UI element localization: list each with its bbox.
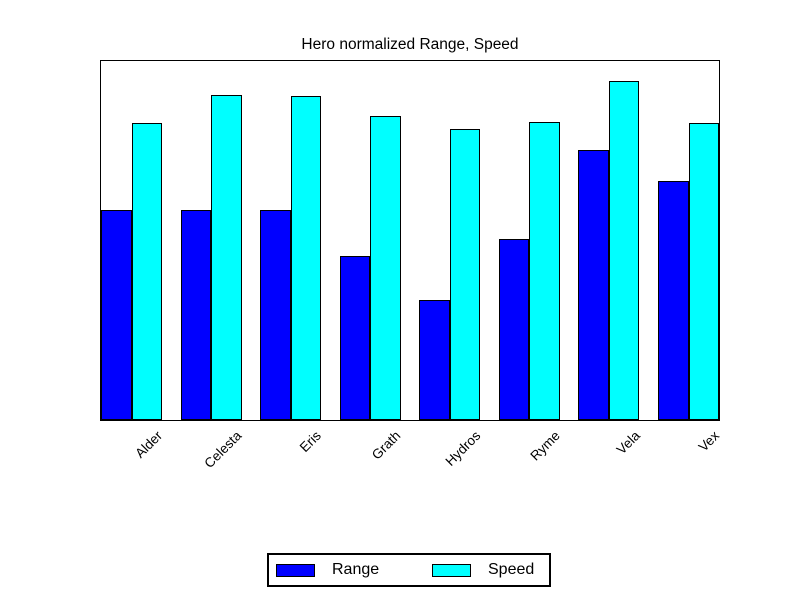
bar-range-alder	[101, 210, 132, 420]
x-tick-label-eris: Eris	[297, 428, 325, 456]
bar-range-vex	[658, 180, 689, 420]
legend-label-range: Range	[332, 561, 380, 578]
bar-speed-hydros	[449, 129, 481, 420]
legend: Range Speed	[267, 553, 551, 587]
bar-range-grath	[339, 255, 371, 420]
legend-label-speed: Speed	[488, 561, 535, 578]
x-tick-label-vela: Vela	[613, 428, 643, 458]
plot-area	[100, 60, 720, 421]
x-tick-label-alder: Alder	[132, 428, 166, 461]
bar-speed-ryme	[529, 122, 560, 420]
chart-title: Hero normalized Range, Speed	[301, 36, 519, 53]
bar-speed-grath	[370, 115, 401, 420]
legend-swatch-range	[276, 564, 315, 577]
bar-speed-vex	[688, 122, 719, 420]
x-tick-label-ryme: Ryme	[527, 428, 563, 464]
x-tick-label-hydros: Hydros	[442, 428, 484, 469]
bar-range-ryme	[498, 239, 530, 420]
bar-speed-alder	[131, 122, 162, 420]
bar-range-hydros	[419, 300, 450, 420]
bar-range-vela	[578, 150, 609, 420]
x-tick-label-grath: Grath	[369, 428, 404, 463]
x-tick-label-vex: Vex	[695, 428, 723, 455]
bar-speed-celesta	[211, 94, 242, 420]
legend-swatch-speed	[432, 564, 471, 577]
bar-range-celesta	[180, 210, 212, 420]
x-tick-label-celesta: Celesta	[201, 428, 245, 471]
bar-range-eris	[260, 210, 291, 420]
bar-speed-eris	[290, 95, 322, 420]
bar-speed-vela	[608, 81, 640, 420]
